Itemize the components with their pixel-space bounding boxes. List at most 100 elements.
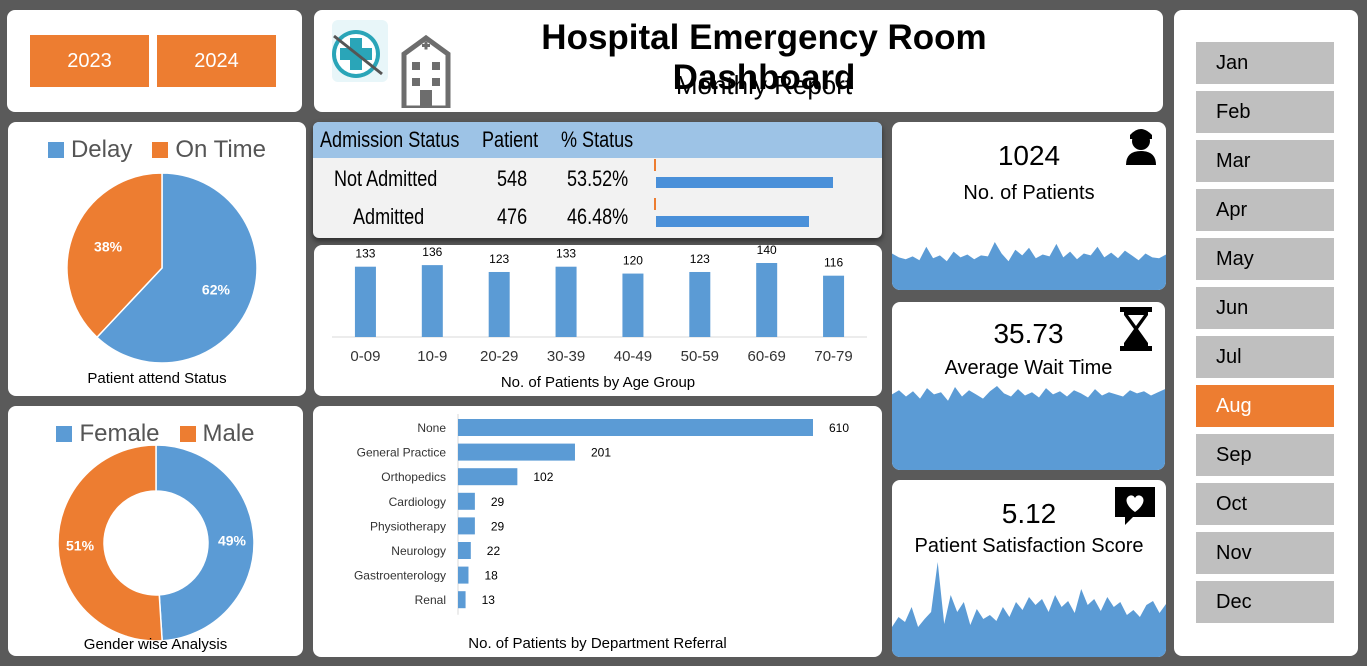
dept-bar bbox=[458, 468, 518, 486]
dept-category-label: None bbox=[417, 421, 446, 435]
admission-header-row bbox=[313, 122, 882, 158]
kpi-patients-label: No. of Patients bbox=[963, 182, 1095, 204]
age-group-caption: No. of Patients by Age Group bbox=[500, 374, 696, 391]
age-bar bbox=[488, 271, 510, 337]
legend-swatch bbox=[152, 142, 169, 158]
year-2024-button[interactable]: 2024 bbox=[157, 35, 276, 87]
gender-caption: Gender wise Analysis bbox=[83, 636, 228, 653]
legend-swatch bbox=[179, 426, 196, 442]
legend-swatch bbox=[56, 426, 73, 442]
department-bar-chart: None 610 General Practice 201 Orthopedics 102… bbox=[354, 414, 849, 615]
page-subtitle: Monthly Report bbox=[675, 70, 853, 100]
dept-bar bbox=[458, 419, 813, 436]
month-dec-button[interactable]: Dec bbox=[1196, 581, 1334, 623]
heart-chat-icon bbox=[1115, 487, 1155, 525]
month-mar-button[interactable]: Mar bbox=[1196, 140, 1334, 182]
kpi-wait-card: 35.73 Average Wait Time bbox=[892, 302, 1165, 470]
age-bar-value-label: 140 bbox=[757, 245, 777, 257]
legend-swatch bbox=[47, 142, 64, 158]
legend-item-female: Female bbox=[56, 420, 160, 448]
dept-bar bbox=[458, 566, 469, 584]
dept-bar-value-label: 610 bbox=[829, 421, 849, 435]
age-category-label: 40-49 bbox=[614, 348, 652, 365]
dept-category-label: Neurology bbox=[391, 544, 446, 558]
year-selector-card: 2023 2024 bbox=[7, 10, 302, 112]
legend-label: Delay bbox=[70, 136, 133, 163]
hourglass-icon bbox=[1120, 307, 1152, 351]
dept-category-label: Renal bbox=[415, 593, 446, 607]
legend-label: On Time bbox=[175, 136, 267, 163]
month-jul-button[interactable]: Jul bbox=[1196, 336, 1334, 378]
admission-data-bar bbox=[656, 216, 810, 227]
dept-category-label: General Practice bbox=[357, 446, 447, 460]
admission-status-table: Admission Status Patient % Status Not Ad… bbox=[313, 122, 882, 238]
admission-bar-axis-tick bbox=[654, 159, 656, 171]
header-card: Hospital Emergency Room Dashboard Monthl… bbox=[314, 10, 1163, 112]
attend-status-caption: Patient attend Status bbox=[87, 370, 227, 387]
attend-pie-slice-label: 38% bbox=[94, 239, 123, 255]
month-sep-button[interactable]: Sep bbox=[1196, 434, 1334, 476]
month-nov-button[interactable]: Nov bbox=[1196, 532, 1334, 574]
dept-bar bbox=[458, 591, 466, 609]
month-apr-button[interactable]: Apr bbox=[1196, 189, 1334, 231]
age-category-label: 50-59 bbox=[681, 348, 719, 365]
attend-status-pie-chart: 62% 38% bbox=[66, 172, 258, 364]
year-2023-button[interactable]: 2023 bbox=[30, 35, 149, 87]
month-jun-button[interactable]: Jun bbox=[1196, 287, 1334, 329]
age-category-label: 20-29 bbox=[480, 348, 518, 365]
age-bar bbox=[555, 266, 577, 337]
admission-row-patients: 548 bbox=[497, 166, 528, 191]
satisfaction-area-sparkline bbox=[892, 562, 1166, 657]
attend-pie-slice-1 bbox=[66, 172, 163, 339]
admission-row-status: Not Admitted bbox=[334, 166, 438, 191]
department-caption: No. of Patients by Department Referral bbox=[468, 635, 727, 652]
legend-label: Female bbox=[79, 420, 160, 447]
month-feb-button[interactable]: Feb bbox=[1196, 91, 1334, 133]
admission-bar-axis-tick bbox=[654, 198, 656, 210]
dept-bar-value-label: 29 bbox=[491, 495, 505, 509]
kpi-satisfaction-value: 5.12 bbox=[1001, 498, 1057, 529]
dept-bar-value-label: 22 bbox=[487, 544, 501, 558]
dept-category-label: Physiotherapy bbox=[370, 519, 446, 533]
dept-bar bbox=[458, 517, 475, 535]
age-bar bbox=[756, 263, 778, 337]
age-bar bbox=[823, 275, 845, 337]
attend-pie-slice-label: 62% bbox=[202, 281, 231, 297]
age-category-label: 0-09 bbox=[350, 348, 380, 365]
kpi-wait-label: Average Wait Time bbox=[944, 357, 1113, 379]
admission-header-status: Admission Status bbox=[320, 127, 460, 152]
admission-row-pct: 53.52% bbox=[567, 166, 629, 191]
month-aug-button[interactable]: Aug bbox=[1196, 385, 1334, 427]
attend-pie-slice-0 bbox=[95, 172, 258, 364]
month-oct-button[interactable]: Oct bbox=[1196, 483, 1334, 525]
kpi-patients-value: 1024 bbox=[997, 140, 1061, 171]
kpi-patients-card: 1024 No. of Patients bbox=[892, 122, 1166, 290]
kpi-satisfaction-card: 5.12 Patient Satisfaction Score bbox=[892, 480, 1166, 657]
age-category-label: 10-9 bbox=[417, 348, 447, 365]
department-card: None 610 General Practice 201 Orthopedics 102… bbox=[313, 406, 882, 657]
dept-bar-value-label: 13 bbox=[482, 593, 496, 607]
page-title: Hospital Emergency Room Dashboard bbox=[541, 18, 987, 97]
age-category-label: 30-39 bbox=[547, 348, 585, 365]
dept-bar bbox=[458, 542, 471, 559]
legend-label: Male bbox=[202, 420, 255, 447]
dept-bar-value-label: 201 bbox=[591, 446, 611, 460]
age-bar bbox=[421, 265, 443, 337]
kpi-wait-value: 35.73 bbox=[993, 318, 1064, 349]
dept-category-label: Cardiology bbox=[389, 495, 446, 509]
gender-donut-slice-label: 49% bbox=[218, 533, 247, 549]
gender-donut-slice-1 bbox=[57, 444, 163, 642]
sparkline-area bbox=[892, 562, 1166, 657]
month-may-button[interactable]: May bbox=[1196, 238, 1334, 280]
month-jan-button[interactable]: Jan bbox=[1196, 42, 1334, 84]
admission-row-pct: 46.48% bbox=[567, 204, 629, 229]
dept-bar bbox=[458, 443, 575, 461]
attend-status-card: Delay On Time 62% 38% Patient attend Stat… bbox=[8, 122, 306, 396]
age-category-label: 60-69 bbox=[748, 348, 786, 365]
age-bar-value-label: 116 bbox=[824, 256, 843, 270]
sparkline-area bbox=[892, 386, 1165, 470]
age-bar-value-label: 133 bbox=[556, 247, 576, 261]
age-bar-value-label: 123 bbox=[690, 252, 710, 266]
hospital-logo-icon bbox=[332, 20, 451, 108]
gender-donut-slice-label: 51% bbox=[66, 537, 95, 553]
